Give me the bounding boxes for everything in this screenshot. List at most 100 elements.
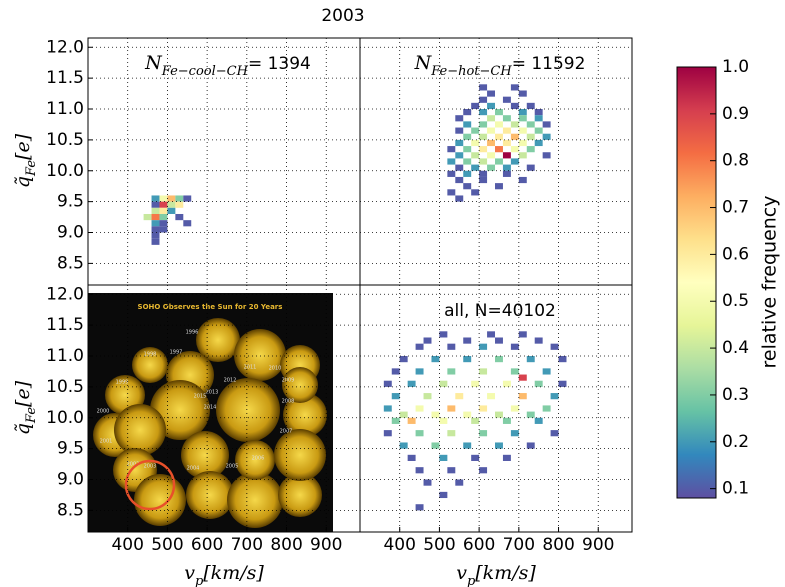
colorbar-tick-label: 0.6 <box>722 244 749 264</box>
heat-cell <box>431 442 440 449</box>
x-tick-label: 400 <box>383 535 415 555</box>
image-year: 2002 <box>127 462 140 468</box>
label-subscript: p <box>467 574 476 587</box>
heat-cell <box>479 343 488 350</box>
heat-cell <box>471 164 480 171</box>
heat-cell <box>455 127 464 134</box>
colorbar-tick-label: 0.2 <box>722 432 749 452</box>
x-tick-label: 600 <box>191 535 223 555</box>
heat-cell <box>526 102 535 110</box>
image-year: 2010 <box>269 366 282 372</box>
x-tick-label: 800 <box>542 535 574 555</box>
axis-label: q̃Fe[e] <box>12 133 39 188</box>
heat-cell <box>502 139 511 147</box>
heat-cell <box>526 133 535 140</box>
sun-image <box>186 471 234 519</box>
heat-cell <box>471 139 480 147</box>
heat-cell <box>518 374 527 381</box>
y-tick-label: 10.0 <box>46 161 84 181</box>
heat-cell <box>479 405 488 412</box>
heat-cell <box>534 139 543 147</box>
heat-cell <box>518 176 527 184</box>
heat-cell <box>159 226 168 233</box>
colorbar <box>676 66 717 499</box>
y-tick-label: 12.0 <box>46 37 84 57</box>
heat-cell <box>151 220 160 227</box>
colorbar-tick-label: 0.8 <box>722 151 749 171</box>
heat-cell <box>479 467 488 474</box>
y-tick-label: 8.5 <box>57 253 84 273</box>
image-title: SOHO Observes the Sun for 20 Years <box>138 303 283 311</box>
heat-cell <box>455 479 464 486</box>
colorbar-label: relative frequency <box>759 195 781 368</box>
heat-cell <box>471 189 480 196</box>
image-year: 1997 <box>170 350 183 356</box>
heat-cell <box>502 115 511 122</box>
heat-cell <box>510 343 519 350</box>
heat-cell <box>526 164 535 171</box>
heat-cell <box>495 121 503 128</box>
heat-cell <box>439 331 448 338</box>
heat-cell <box>463 121 472 128</box>
heat-cell <box>447 189 456 196</box>
heat-cell <box>479 158 488 165</box>
heat-cell <box>455 115 464 122</box>
heat-cell <box>518 109 527 116</box>
heat-cell <box>518 331 527 338</box>
heat-cell <box>510 121 519 128</box>
heat-cell <box>558 380 567 387</box>
heat-cell <box>183 220 192 227</box>
heat-cell <box>463 356 472 363</box>
heat-cell <box>439 491 448 499</box>
heat-cell <box>502 96 511 103</box>
inset-image: SOHO Observes the Sun for 20 Years 1996 19… <box>88 293 333 532</box>
heat-cell <box>471 102 480 110</box>
label-subscript: p <box>195 574 204 587</box>
heat-cell <box>510 430 519 437</box>
heat-cell <box>167 207 176 214</box>
heat-cell <box>526 356 535 363</box>
heat-cell <box>534 380 543 387</box>
heat-cell <box>455 195 464 202</box>
sun-image <box>274 429 326 481</box>
image-year: 1998 <box>144 352 157 358</box>
heat-cell <box>510 84 519 91</box>
heat-cell <box>510 405 519 412</box>
heat-cell <box>159 213 168 221</box>
label-symbol: q̃ <box>12 423 34 435</box>
heat-cell <box>407 380 416 387</box>
heat-cell <box>423 337 432 344</box>
heat-cell <box>455 176 464 184</box>
annotation-symbol: N <box>414 52 433 74</box>
heat-cell <box>479 430 488 437</box>
annotation-text: = 1394 <box>248 54 311 74</box>
x-tick-label: 700 <box>231 535 263 555</box>
heat-cell <box>495 442 503 449</box>
heat-cell <box>542 152 551 159</box>
heat-cell <box>159 220 168 227</box>
sun-image <box>282 367 318 403</box>
heat-cell <box>558 356 567 363</box>
heat-cell <box>471 380 480 387</box>
heat-cell <box>183 195 192 202</box>
y-tick-label: 11.0 <box>46 346 84 366</box>
heat-cell <box>542 405 551 412</box>
heat-cell <box>151 238 160 245</box>
sun-image <box>181 431 229 479</box>
heat-cell <box>415 343 424 350</box>
heat-cell <box>495 411 503 418</box>
heat-cell <box>495 183 503 190</box>
heat-cell <box>383 405 392 412</box>
heat-cell <box>447 343 456 350</box>
heat-cell <box>175 213 184 221</box>
heat-cell <box>391 417 400 424</box>
y-tick-label: 9.5 <box>57 192 84 212</box>
heat-cell <box>463 146 472 153</box>
heat-cell <box>447 146 456 153</box>
heat-cell <box>479 170 488 177</box>
heat-cell <box>495 109 503 116</box>
axis-label: q̃Fe[e] <box>12 380 39 435</box>
heat-cell <box>534 417 543 424</box>
x-tick-label: 800 <box>270 535 302 555</box>
annotation: NFe−cool−CH= 1394 <box>144 52 311 79</box>
